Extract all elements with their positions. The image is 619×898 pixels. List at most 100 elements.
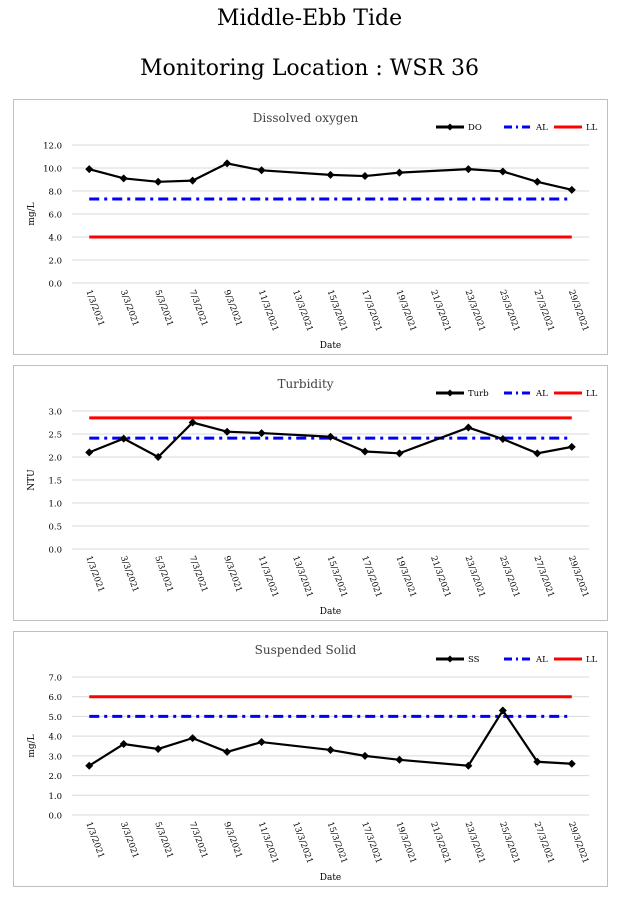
x-axis-label: Date [320, 341, 342, 351]
y-axis-label: mg/L [27, 734, 37, 757]
data-point [223, 159, 232, 168]
x-tick-label: 11/3/2021 [256, 289, 280, 333]
y-tick-label: 1.0 [48, 792, 62, 802]
legend-label: LL [586, 655, 598, 665]
data-point [85, 165, 94, 174]
chart-suspended-solid: Suspended Solid 0.0 1.0 2.0 3.0 4.0 5.0 6.0 7.0 m… [13, 631, 608, 887]
data-point [360, 172, 369, 181]
data-point [498, 706, 507, 715]
x-tick-label: 1/3/2021 [83, 555, 105, 594]
x-tick-label: 29/3/2021 [566, 821, 590, 865]
x-tick-label: 7/3/2021 [187, 289, 209, 328]
y-tick-label: 2.0 [48, 772, 62, 782]
y-tick-label: 7.0 [48, 674, 62, 684]
legend-label: SS [468, 655, 480, 665]
data-point [119, 740, 128, 749]
chart-svg: Dissolved oxygen 0.0 2.0 4.0 6.0 8.0 10.0 12.0 m… [27, 111, 598, 351]
data-point [464, 165, 473, 174]
y-tick-label: 6.0 [48, 211, 62, 221]
data-point [326, 170, 335, 179]
legend-label: LL [586, 389, 598, 399]
data-point [257, 429, 266, 438]
data-point [119, 434, 128, 443]
legend-marker [446, 389, 454, 397]
x-tick-label: 1/3/2021 [83, 821, 105, 860]
x-tick-label: 7/3/2021 [187, 821, 209, 860]
y-tick-label: 2.0 [48, 257, 62, 267]
data-point [154, 744, 163, 753]
data-point [223, 747, 232, 756]
data-point [567, 442, 576, 451]
data-point [326, 432, 335, 441]
page-title: Middle-Ebb Tide [216, 6, 403, 31]
x-tick-label: 5/3/2021 [152, 821, 174, 860]
x-tick-label: 11/3/2021 [256, 555, 280, 599]
y-tick-label: 0.0 [48, 546, 62, 556]
data-point [119, 174, 128, 183]
x-tick-label: 25/3/2021 [497, 821, 521, 865]
y-tick-label: 0.5 [48, 523, 62, 533]
data-point [533, 177, 542, 186]
chart-turbidity: Turbidity 0.0 0.5 1.0 1.5 2.0 2.5 3.0 NTU 1/3/202… [13, 365, 608, 621]
x-tick-label: 3/3/2021 [118, 289, 140, 328]
y-tick-label: 1.0 [48, 500, 62, 510]
y-tick-label: 3.0 [48, 408, 62, 418]
y-tick-label: 6.0 [48, 693, 62, 703]
data-point [154, 453, 163, 461]
x-tick-label: 17/3/2021 [359, 821, 383, 865]
x-tick-label: 19/3/2021 [394, 555, 418, 599]
legend-marker [446, 123, 454, 131]
x-tick-label: 3/3/2021 [118, 821, 140, 860]
data-point [326, 745, 335, 754]
y-tick-label: 8.0 [48, 188, 62, 198]
y-tick-label: 0.0 [48, 280, 62, 290]
y-axis-label: NTU [27, 469, 37, 491]
legend-label: LL [586, 123, 598, 133]
data-point [257, 738, 266, 747]
x-axis-label: Date [320, 873, 342, 883]
x-tick-label: 25/3/2021 [497, 555, 521, 599]
x-tick-label: 15/3/2021 [325, 821, 349, 865]
data-point [464, 761, 473, 770]
x-tick-label: 29/3/2021 [566, 555, 590, 599]
x-tick-label: 3/3/2021 [118, 555, 140, 594]
legend-label: AL [535, 655, 548, 665]
data-point [533, 449, 542, 458]
x-tick-label: 25/3/2021 [497, 289, 521, 333]
y-tick-label: 2.0 [48, 454, 62, 464]
y-tick-label: 12.0 [43, 142, 62, 152]
data-point [360, 751, 369, 760]
data-point [154, 177, 163, 186]
data-point [567, 185, 576, 194]
data-point [464, 423, 473, 432]
y-tick-label: 2.5 [48, 431, 62, 441]
legend-label: Turb [468, 389, 489, 399]
data-point [498, 435, 507, 444]
y-tick-label: 5.0 [48, 713, 62, 723]
legend-marker [446, 655, 454, 663]
y-axis-label: mg/L [27, 202, 37, 225]
x-tick-label: 19/3/2021 [394, 821, 418, 865]
x-tick-label: 21/3/2021 [428, 555, 452, 599]
x-tick-label: 13/3/2021 [290, 555, 314, 599]
chart-svg: Suspended Solid 0.0 1.0 2.0 3.0 4.0 5.0 6.0 7.0 m… [27, 643, 598, 883]
x-tick-label: 1/3/2021 [83, 289, 105, 328]
y-tick-label: 3.0 [48, 752, 62, 762]
data-point [395, 168, 404, 177]
page-subtitle: Monitoring Location : WSR 36 [139, 56, 480, 81]
x-tick-label: 23/3/2021 [463, 289, 487, 333]
data-point [85, 761, 94, 770]
x-tick-label: 17/3/2021 [359, 289, 383, 333]
x-tick-label: 23/3/2021 [463, 555, 487, 599]
data-point [395, 755, 404, 764]
x-tick-label: 7/3/2021 [187, 555, 209, 594]
y-tick-label: 1.5 [48, 477, 62, 487]
chart-title: Turbidity [277, 377, 333, 391]
chart-title: Suspended Solid [255, 643, 357, 657]
x-tick-label: 21/3/2021 [428, 821, 452, 865]
x-tick-label: 9/3/2021 [221, 821, 243, 860]
y-tick-label: 10.0 [43, 165, 62, 175]
x-tick-label: 17/3/2021 [359, 555, 383, 599]
data-point [188, 418, 197, 427]
x-tick-label: 27/3/2021 [531, 821, 555, 865]
